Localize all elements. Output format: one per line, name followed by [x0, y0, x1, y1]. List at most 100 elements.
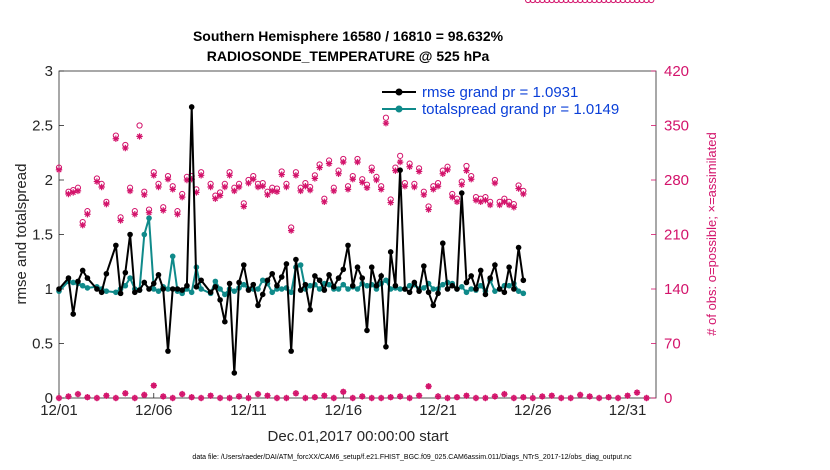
rmse-point: [98, 289, 105, 296]
obs-low-assimilated-marker: [197, 394, 205, 402]
obs-assimilated-series: [56, 120, 527, 234]
rmse-point: [146, 286, 152, 292]
totalspread-point: [316, 286, 323, 292]
obs-assimilated-marker: [505, 201, 513, 209]
totalspread-point: [397, 286, 403, 292]
obs-assimilated-marker: [330, 187, 338, 195]
obs-assimilated-marker: [520, 190, 527, 198]
totalspread-point: [515, 288, 522, 294]
obs-assimilated-marker: [188, 176, 195, 183]
rmse-point: [416, 288, 422, 294]
totalspread-point: [231, 288, 238, 294]
rmse-point: [349, 282, 356, 289]
rmse-point: [65, 275, 72, 281]
rmse-point: [515, 244, 522, 251]
totalspread-point: [520, 290, 527, 297]
obs-assimilated-marker: [340, 158, 347, 166]
rmse-point: [496, 286, 503, 292]
obs-low-assimilated-marker: [576, 391, 584, 399]
obs-possible-marker: [610, 0, 617, 4]
obs-assimilated-marker: [486, 201, 494, 209]
y2-tick-label: 70: [664, 336, 681, 353]
obs-low-assimilated-marker: [643, 394, 650, 402]
obs-assimilated-marker: [273, 188, 281, 195]
x-tick-label: 12/06: [135, 402, 173, 419]
rmse-point: [444, 286, 451, 292]
totalspread-point: [439, 281, 446, 288]
obs-assimilated-marker: [287, 227, 295, 234]
rmse-point: [383, 343, 389, 350]
legend: rmse grand pr = 1.0931 totalspread grand…: [382, 84, 619, 118]
rmse-point: [274, 282, 280, 289]
rmse-point: [477, 267, 484, 274]
obs-possible-marker: [567, 0, 574, 4]
totalspread-point: [113, 289, 119, 296]
obs-assimilated-marker: [278, 171, 285, 178]
obs-assimilated-marker: [216, 192, 224, 199]
totalspread-point: [307, 282, 313, 289]
rmse-point: [259, 291, 266, 298]
obs-assimilated-marker: [302, 183, 309, 190]
obs-assimilated-marker: [254, 183, 262, 191]
obs-assimilated-marker: [439, 170, 446, 177]
obs-low-assimilated-marker: [425, 383, 432, 390]
totalspread-point: [84, 285, 91, 291]
obs-low-assimilated-marker: [605, 394, 612, 401]
rmse-point: [250, 281, 257, 288]
obs-assimilated-marker: [98, 183, 105, 191]
obs-possible-marker: [600, 0, 607, 4]
rmse-point: [169, 286, 176, 292]
obs-assimilated-marker: [259, 183, 266, 190]
obs-assimilated-marker: [212, 195, 219, 202]
obs-assimilated-marker: [321, 198, 328, 205]
legend-rmse-label: rmse grand pr = 1.0931: [422, 84, 578, 101]
totalspread-point: [165, 286, 171, 292]
rmse-point: [364, 327, 370, 334]
obs-possible-marker: [397, 152, 404, 159]
obs-assimilated-marker: [250, 176, 257, 183]
rmse-point: [174, 286, 181, 292]
obs-low-assimilated-marker: [65, 393, 72, 400]
y2-tick-label: 420: [664, 63, 689, 80]
totalspread-point: [122, 282, 129, 289]
obs-low-assimilated-marker: [160, 393, 167, 400]
obs-assimilated-marker: [231, 187, 238, 195]
obs-assimilated-marker: [472, 197, 480, 204]
obs-assimilated-marker: [207, 183, 214, 191]
rmse-point: [373, 282, 380, 289]
obs-assimilated-marker: [245, 179, 252, 187]
obs-possible-marker: [596, 0, 603, 4]
obs-low-assimilated-marker: [558, 394, 565, 402]
obs-assimilated-marker: [501, 198, 508, 205]
obs-possible-marker: [529, 0, 536, 4]
rmse-point: [501, 289, 508, 296]
obs-assimilated-marker: [496, 201, 503, 209]
totalspread-point: [103, 288, 110, 294]
rmse-point: [236, 279, 242, 286]
rmse-point: [435, 290, 441, 297]
rmse-point: [132, 289, 138, 296]
y-tick-label: 3: [45, 63, 53, 80]
obs-assimilated-marker: [55, 166, 63, 174]
obs-assimilated-marker: [269, 187, 276, 195]
totalspread-point: [430, 286, 437, 292]
x-tick-label: 12/31: [609, 402, 647, 419]
rmse-point: [468, 273, 475, 279]
plot-area: [58, 70, 657, 399]
legend-spread-label: totalspread grand pr = 1.0149: [422, 101, 619, 118]
obs-low-assimilated-marker: [122, 390, 129, 397]
obs-low-assimilated-marker: [463, 392, 470, 399]
rmse-point: [198, 277, 204, 284]
obs-possible-marker: [572, 0, 579, 4]
obs-possible-marker: [619, 0, 626, 4]
obs-assimilated-marker: [197, 172, 205, 179]
rmse-point: [520, 277, 527, 284]
rmse-point: [359, 275, 366, 281]
obs-assimilated-marker: [411, 183, 418, 191]
rmse-point: [217, 297, 223, 303]
totalspread-point: [477, 282, 484, 289]
obs-low-assimilated-marker: [235, 393, 243, 400]
totalspread-point: [326, 281, 332, 288]
rmse-point: [335, 275, 342, 281]
